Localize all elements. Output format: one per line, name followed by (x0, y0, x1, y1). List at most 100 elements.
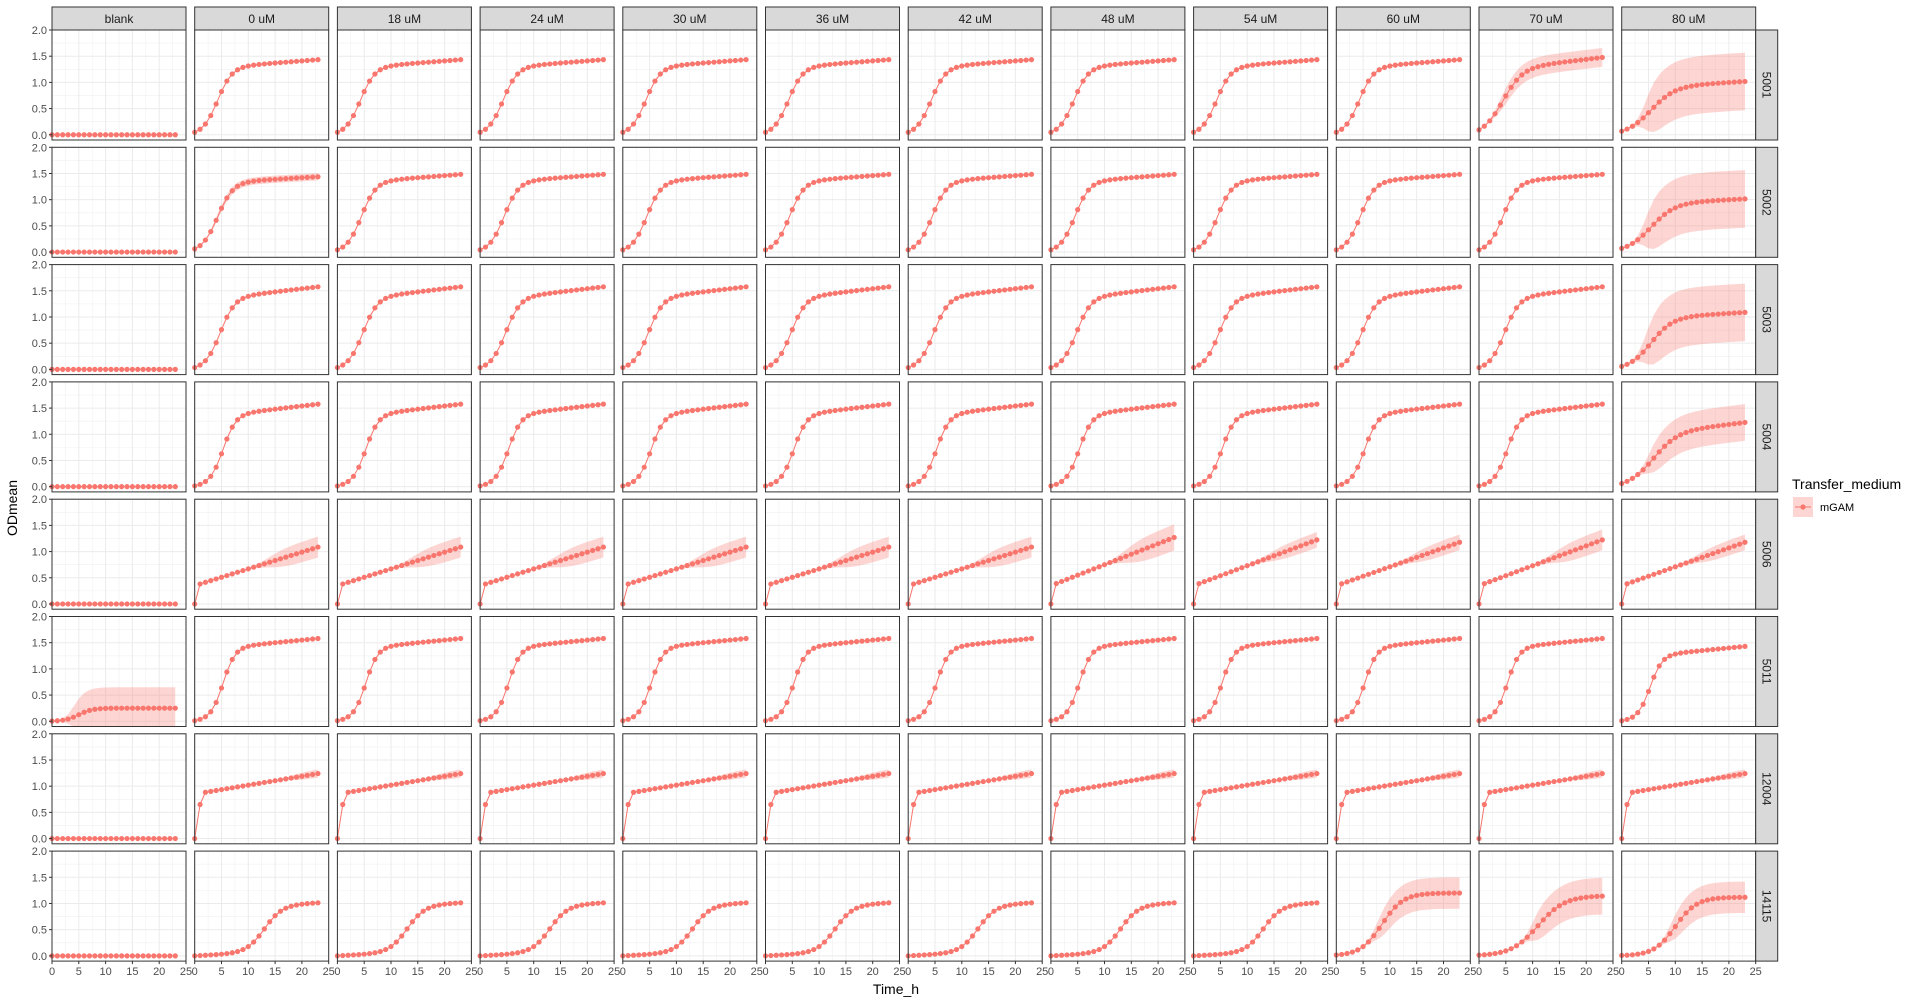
data-point (1456, 770, 1463, 777)
data-point (969, 933, 976, 939)
data-point (1446, 57, 1452, 64)
x-tick-label: 5 (76, 966, 82, 978)
data-point (1381, 566, 1388, 572)
data-point (288, 59, 294, 65)
data-point (784, 340, 790, 346)
data-point (1128, 60, 1134, 66)
data-point (986, 557, 992, 564)
data-point (377, 299, 383, 305)
y-tick-label: 1.0 (32, 547, 47, 559)
data-point (1530, 782, 1536, 788)
data-point (1492, 709, 1498, 715)
data-point (1503, 207, 1509, 213)
data-point (208, 952, 214, 958)
panel-12004-54-um (1191, 733, 1329, 845)
data-point (1069, 101, 1075, 107)
data-point (161, 601, 168, 607)
data-point (684, 176, 690, 182)
data-point (1023, 546, 1029, 552)
data-point (1688, 905, 1694, 911)
data-point (870, 58, 876, 64)
data-point (1629, 240, 1636, 247)
data-point (778, 473, 785, 479)
data-point (97, 835, 103, 842)
data-point (436, 638, 442, 644)
data-point (1128, 551, 1134, 557)
data-point (1217, 88, 1223, 95)
data-point (304, 402, 310, 408)
data-point (1392, 409, 1398, 415)
data-point (1731, 543, 1737, 549)
data-point (1139, 174, 1145, 180)
data-point (1635, 354, 1641, 360)
panel-5011-18-um (334, 616, 472, 727)
data-point (1207, 788, 1213, 794)
data-point (1524, 413, 1530, 419)
data-point (1139, 905, 1145, 911)
data-point (1308, 284, 1315, 291)
data-point (119, 705, 125, 711)
data-point (145, 705, 152, 711)
panel-border (479, 146, 615, 258)
data-point (773, 478, 779, 485)
data-point (1694, 82, 1700, 88)
data-point (821, 292, 828, 298)
data-point (103, 601, 109, 607)
data-point (383, 295, 389, 302)
data-point (1546, 911, 1552, 917)
data-point (1710, 776, 1716, 782)
data-point (86, 484, 93, 490)
y-tick-label: 2.0 (32, 729, 47, 741)
data-point (727, 773, 733, 779)
data-point (92, 132, 98, 138)
data-point (795, 950, 801, 957)
data-point (1139, 287, 1145, 294)
data-point (1298, 58, 1304, 64)
data-point (1440, 773, 1447, 779)
data-point (789, 786, 795, 793)
data-point (1365, 571, 1372, 577)
data-point (1355, 699, 1361, 706)
data-point (1651, 674, 1657, 680)
column-strip-label: 36 uM (816, 12, 849, 26)
y-tick-label: 0.5 (32, 690, 47, 702)
data-point (1069, 952, 1075, 958)
data-point (361, 88, 367, 95)
data-point (1360, 327, 1366, 333)
data-point (547, 176, 553, 182)
data-point (964, 177, 970, 183)
data-point (991, 639, 997, 645)
data-point (488, 239, 494, 245)
data-point (647, 327, 653, 333)
panel-border (51, 733, 187, 845)
data-point (366, 78, 373, 84)
data-point (996, 405, 1002, 411)
data-point (1567, 174, 1573, 180)
data-point (65, 249, 71, 255)
panel-border (479, 264, 615, 376)
data-point (1096, 564, 1102, 570)
panel-5003-42-um (905, 264, 1043, 376)
data-point (1002, 287, 1008, 293)
data-point (1645, 461, 1652, 467)
data-point (1101, 562, 1108, 568)
data-point (547, 779, 553, 786)
data-point (288, 775, 294, 781)
data-point (880, 57, 887, 63)
data-point (1007, 638, 1013, 644)
panel-5003-48-um (1048, 264, 1186, 376)
data-point (1656, 216, 1662, 222)
column-strip-18-um (336, 6, 472, 31)
data-point (854, 59, 860, 65)
data-point (1249, 292, 1256, 298)
data-point (991, 556, 997, 562)
data-point (304, 285, 310, 291)
x-tick-label: 25 (1321, 966, 1333, 978)
data-point (1123, 407, 1129, 413)
data-point (1446, 543, 1452, 549)
data-point (663, 417, 669, 423)
data-point (1694, 901, 1700, 907)
data-point (700, 289, 706, 295)
data-point (980, 407, 986, 413)
data-point (350, 952, 357, 958)
